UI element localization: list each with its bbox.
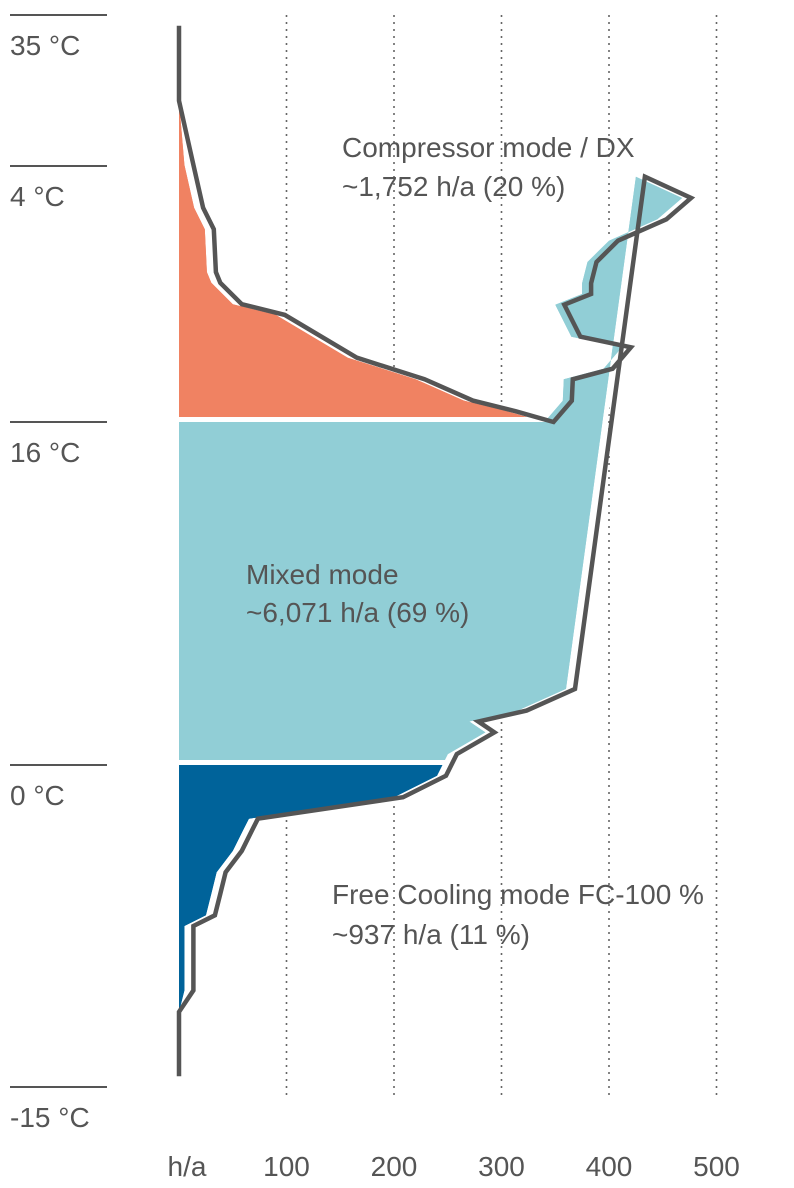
mode-areas [174,25,692,1077]
compressor-area-fill [179,25,545,422]
temperature-markers: 35 °C 16 °C 4 °C 0 °C -15 °C [10,14,107,1133]
distribution-outline [176,25,696,1077]
mixed-mode-detail: ~6,071 h/a (69 %) [246,597,469,628]
marker-label-35: 35 °C [10,30,80,61]
x-tick-label-400: 400 [586,1151,633,1182]
marker-label-4: 4 °C [10,181,65,212]
free-cooling-mode-detail: ~937 h/a (11 %) [332,919,530,950]
compressor-mode-detail: ~1,752 h/a (20 %) [342,171,565,202]
free-cooling-area-fill [179,765,443,1077]
mode-labels: Compressor mode / DX ~1,752 h/a (20 %) M… [246,132,704,950]
free-cooling-mode-label: Free Cooling mode FC-100 % [332,879,704,910]
outline-path [176,25,696,1077]
marker-label--15: -15 °C [10,1102,90,1133]
mixed-area-fill [179,176,683,765]
marker-label-16: 16 °C [10,437,80,468]
marker-label-0: 0 °C [10,780,65,811]
mixed-mode-label: Mixed mode [246,559,399,590]
x-tick-label-100: 100 [263,1151,310,1182]
x-axis: h/a 100 200 300 400 500 [168,1151,740,1182]
x-tick-label-500: 500 [693,1151,740,1182]
x-tick-label-300: 300 [478,1151,525,1182]
x-tick-label-200: 200 [371,1151,418,1182]
x-unit-label: h/a [168,1151,207,1182]
compressor-mode-label: Compressor mode / DX [342,132,635,163]
